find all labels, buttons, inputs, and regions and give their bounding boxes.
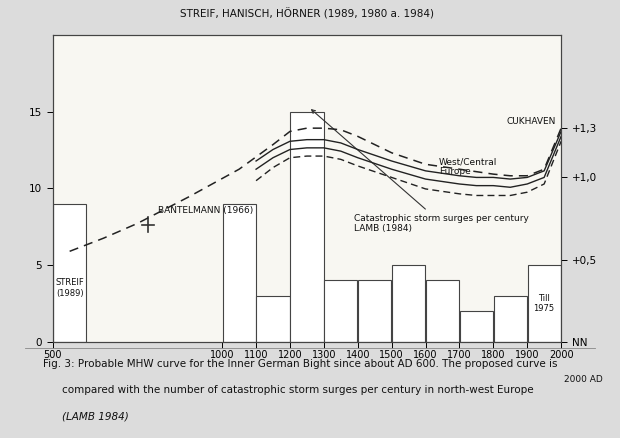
Text: STREIF
(1989): STREIF (1989) bbox=[55, 278, 84, 298]
Bar bbox=[392, 265, 425, 342]
Text: Catastrophic storm surges per century
LAMB (1984): Catastrophic storm surges per century LA… bbox=[312, 110, 529, 233]
Text: Till
1975: Till 1975 bbox=[534, 293, 555, 313]
Bar bbox=[324, 280, 357, 342]
Text: CUKHAVEN: CUKHAVEN bbox=[507, 117, 556, 126]
Bar bbox=[223, 204, 255, 342]
Text: 2000 AD: 2000 AD bbox=[564, 375, 603, 385]
Bar bbox=[528, 265, 560, 342]
Bar bbox=[426, 280, 459, 342]
Bar bbox=[460, 311, 493, 342]
Bar bbox=[494, 296, 527, 342]
Text: (LAMB 1984): (LAMB 1984) bbox=[62, 412, 129, 422]
Text: Fig. 3: Probable MHW curve for the Inner German Bight since about AD 600. The pr: Fig. 3: Probable MHW curve for the Inner… bbox=[43, 359, 558, 369]
Bar bbox=[53, 204, 86, 342]
Text: West/Central
Europe: West/Central Europe bbox=[439, 157, 497, 177]
Text: compared with the number of catastrophic storm surges per century in north-west : compared with the number of catastrophic… bbox=[62, 385, 534, 396]
Text: STREIF, HANISCH, HÖRNER (1989, 1980 a. 1984): STREIF, HANISCH, HÖRNER (1989, 1980 a. 1… bbox=[180, 8, 434, 20]
Bar bbox=[290, 112, 324, 342]
Bar bbox=[257, 296, 290, 342]
Bar bbox=[358, 280, 391, 342]
Text: BANTELMANN (1966): BANTELMANN (1966) bbox=[157, 206, 253, 215]
